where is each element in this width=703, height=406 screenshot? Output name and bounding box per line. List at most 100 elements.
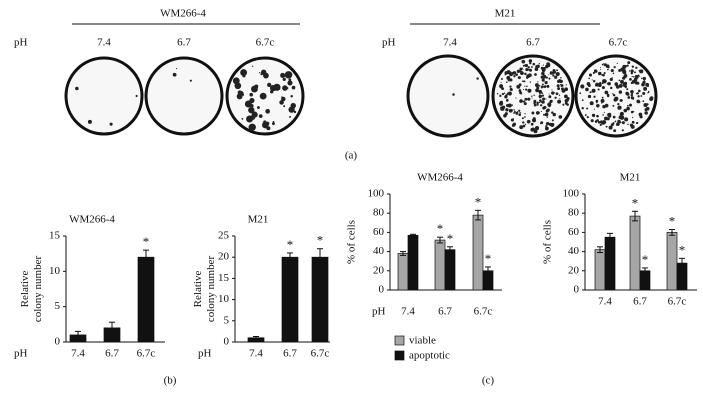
colony	[617, 105, 622, 110]
condition-label: 6.7	[526, 37, 540, 49]
colony	[595, 84, 597, 87]
group-title: WM266-4	[160, 8, 206, 20]
y-tick-label: 100	[368, 188, 385, 200]
colony	[586, 116, 589, 119]
colony	[610, 69, 614, 73]
colony	[282, 77, 286, 82]
colony	[623, 83, 626, 86]
colony	[613, 66, 616, 69]
error-bar	[75, 330, 81, 339]
colony	[621, 121, 625, 125]
error-bar	[447, 246, 453, 254]
x-axis-label: pH	[14, 348, 28, 360]
colony	[503, 92, 506, 94]
colony	[249, 104, 254, 108]
error-bar	[642, 267, 648, 275]
bar	[444, 249, 456, 291]
colony	[551, 111, 554, 114]
colony	[519, 67, 523, 71]
colony	[562, 103, 565, 106]
colony	[524, 113, 526, 115]
condition-label: 7.4	[97, 37, 111, 49]
colony	[519, 125, 524, 130]
colony	[586, 107, 589, 110]
colony	[602, 105, 606, 109]
colony	[564, 87, 569, 92]
colony	[87, 119, 92, 124]
colony	[539, 93, 541, 95]
colony	[602, 73, 605, 77]
bar	[604, 236, 616, 291]
colony	[556, 69, 559, 72]
colony	[627, 96, 631, 99]
colony	[522, 69, 524, 71]
colony	[501, 88, 503, 90]
colony	[546, 62, 551, 67]
colony	[618, 79, 621, 82]
colony	[543, 85, 547, 88]
colony	[507, 78, 511, 82]
colony	[542, 67, 546, 70]
colony	[524, 72, 527, 76]
colony	[532, 62, 536, 66]
error-bar	[485, 266, 491, 276]
colony	[511, 104, 514, 106]
colony	[532, 117, 536, 121]
colony	[589, 91, 592, 94]
colony	[509, 74, 512, 77]
colony	[249, 92, 254, 97]
colony	[634, 74, 639, 79]
x-axis-label: pH	[372, 306, 386, 318]
colony	[528, 73, 532, 78]
x-tick-label: 7.4	[598, 296, 612, 308]
colony	[286, 87, 289, 90]
colony	[525, 88, 528, 91]
colony	[585, 88, 588, 90]
colony	[584, 114, 587, 116]
colony	[556, 84, 560, 88]
colony	[521, 117, 524, 120]
error-bar	[143, 249, 149, 265]
error-bar	[607, 232, 613, 242]
colony	[263, 72, 269, 79]
colony	[647, 90, 650, 93]
colony	[612, 93, 616, 97]
error-bar	[400, 251, 406, 256]
colony	[530, 127, 535, 132]
significance-marker: *	[669, 214, 676, 229]
y-tick-label: 80	[568, 207, 580, 219]
colony	[548, 74, 550, 76]
colony	[529, 68, 533, 72]
x-tick-label: 7.4	[401, 306, 415, 318]
colony	[611, 77, 613, 79]
colony	[631, 65, 635, 68]
colony	[581, 107, 584, 110]
colony	[612, 72, 615, 75]
colony	[596, 103, 600, 108]
colony	[189, 79, 192, 82]
bar	[594, 249, 606, 291]
colony	[557, 99, 562, 104]
colony	[614, 120, 617, 123]
colony	[476, 77, 479, 80]
colony	[602, 114, 604, 116]
colony	[258, 114, 263, 118]
colony	[581, 99, 584, 101]
colony	[172, 72, 177, 77]
colony	[610, 86, 613, 90]
colony	[519, 99, 523, 103]
significance-marker: *	[287, 237, 294, 252]
colony	[550, 122, 555, 128]
colony	[526, 119, 531, 124]
colony	[513, 75, 516, 78]
colony	[541, 71, 545, 76]
colony	[589, 101, 594, 106]
colony	[579, 92, 582, 95]
colony	[616, 85, 620, 89]
colony	[632, 110, 635, 113]
colony	[499, 84, 504, 89]
colony	[541, 100, 544, 103]
colony	[531, 66, 533, 68]
significance-marker: *	[475, 194, 482, 209]
colony	[601, 63, 604, 66]
